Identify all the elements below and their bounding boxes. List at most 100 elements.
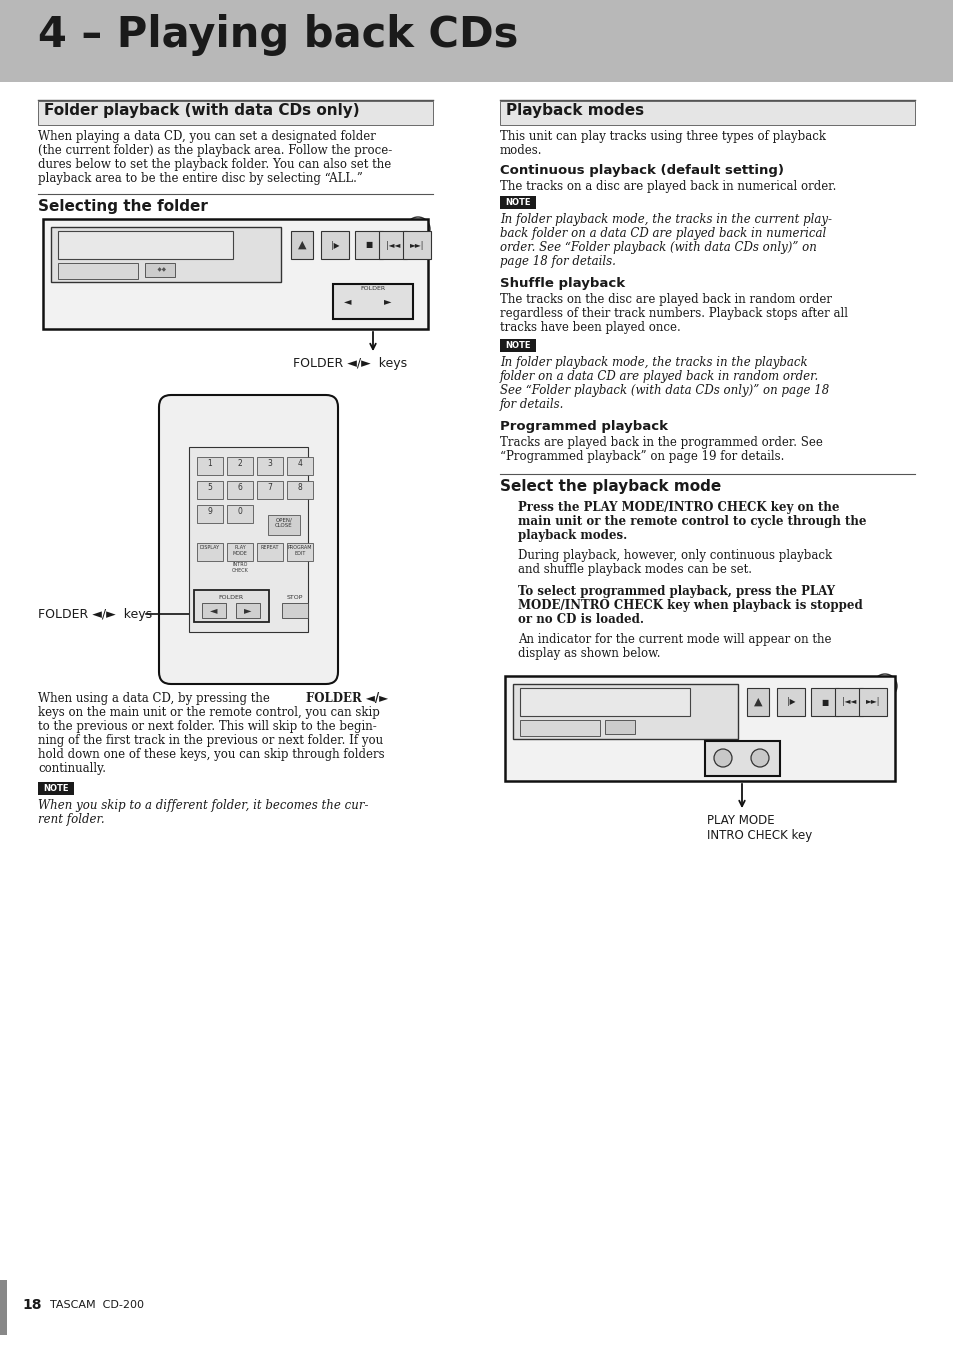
Circle shape — [596, 752, 614, 769]
Text: FOLDER: FOLDER — [360, 285, 385, 290]
Text: Continuous playback (default setting): Continuous playback (default setting) — [499, 163, 783, 177]
Text: An indicator for the current mode will appear on the: An indicator for the current mode will a… — [517, 633, 831, 647]
Text: rent folder.: rent folder. — [38, 813, 105, 826]
Text: ►►|: ►►| — [410, 240, 424, 250]
Text: 8: 8 — [297, 483, 302, 491]
Text: TASCAM  CD-200: TASCAM CD-200 — [50, 1300, 144, 1310]
Text: NOTE: NOTE — [505, 198, 530, 207]
Text: Press the PLAY MODE/INTRO CHECK key on the: Press the PLAY MODE/INTRO CHECK key on t… — [517, 501, 839, 514]
Text: PLAY MODE
INTRO CHECK key: PLAY MODE INTRO CHECK key — [706, 814, 811, 842]
Text: 5: 5 — [208, 483, 213, 491]
Text: playback modes.: playback modes. — [517, 529, 626, 541]
Circle shape — [560, 752, 578, 769]
Bar — [519, 720, 599, 736]
Circle shape — [298, 296, 316, 313]
Text: ▲: ▲ — [297, 240, 306, 250]
Bar — [58, 263, 138, 279]
Bar — [202, 603, 226, 618]
Text: PLAY
MODE: PLAY MODE — [233, 545, 247, 556]
Text: ►: ► — [244, 605, 252, 616]
Circle shape — [133, 296, 152, 313]
Text: 6: 6 — [237, 483, 242, 491]
Bar — [402, 231, 431, 259]
Bar — [282, 603, 308, 618]
Circle shape — [785, 752, 803, 769]
Bar — [0, 1280, 7, 1335]
Text: main unit or the remote control to cycle through the: main unit or the remote control to cycle… — [517, 514, 865, 528]
Circle shape — [750, 749, 768, 767]
Bar — [355, 231, 382, 259]
Bar — [256, 543, 283, 562]
Bar — [499, 196, 536, 209]
Text: |◄◄: |◄◄ — [841, 698, 855, 706]
Circle shape — [338, 292, 356, 311]
Bar — [196, 505, 223, 522]
Text: The tracks on the disc are played back in random order: The tracks on the disc are played back i… — [499, 293, 831, 306]
Circle shape — [99, 296, 117, 313]
Bar — [834, 688, 862, 716]
Bar — [227, 481, 253, 500]
Text: When using a data CD, by pressing the: When using a data CD, by pressing the — [38, 693, 274, 705]
Circle shape — [64, 296, 82, 313]
Text: In folder playback mode, the tracks in the playback: In folder playback mode, the tracks in t… — [499, 356, 807, 369]
Text: Tracks are played back in the programmed order. See: Tracks are played back in the programmed… — [499, 436, 822, 450]
Text: PROGRAM
EDIT: PROGRAM EDIT — [288, 545, 312, 556]
Bar — [333, 284, 413, 319]
Text: INTRO
CHECK: INTRO CHECK — [232, 562, 248, 572]
Bar — [378, 231, 407, 259]
Bar — [519, 688, 689, 716]
Bar — [196, 458, 223, 475]
Bar — [776, 688, 804, 716]
Bar — [43, 219, 428, 329]
Text: ◄: ◄ — [344, 296, 352, 306]
Text: back folder on a data CD are played back in numerical: back folder on a data CD are played back… — [499, 227, 825, 240]
Text: This unit can play tracks using three types of playback: This unit can play tracks using three ty… — [499, 130, 825, 143]
Text: 3: 3 — [267, 459, 273, 468]
Bar — [858, 688, 886, 716]
Text: ◆◆: ◆◆ — [153, 267, 166, 273]
Text: and shuffle playback modes can be set.: and shuffle playback modes can be set. — [517, 563, 751, 576]
Text: |▶: |▶ — [331, 240, 339, 250]
Text: FOLDER: FOLDER — [218, 595, 243, 599]
Text: modes.: modes. — [499, 144, 542, 157]
Text: The tracks on a disc are played back in numerical order.: The tracks on a disc are played back in … — [499, 180, 836, 193]
Text: (the current folder) as the playback area. Follow the proce-: (the current folder) as the playback are… — [38, 144, 392, 157]
Text: When playing a data CD, you can set a designated folder: When playing a data CD, you can set a de… — [38, 130, 375, 143]
Text: 18: 18 — [22, 1297, 42, 1312]
Bar — [227, 458, 253, 475]
Text: folder on a data CD are played back in random order.: folder on a data CD are played back in r… — [499, 370, 819, 383]
Bar — [287, 543, 313, 562]
Bar — [499, 101, 914, 126]
Text: To select programmed playback, press the PLAY: To select programmed playback, press the… — [517, 585, 834, 598]
Text: dures below to set the playback folder. You can also set the: dures below to set the playback folder. … — [38, 158, 391, 171]
FancyBboxPatch shape — [159, 396, 337, 684]
Bar — [604, 720, 635, 734]
Text: continually.: continually. — [38, 761, 106, 775]
Text: FOLDER ◄/►  keys: FOLDER ◄/► keys — [38, 608, 152, 621]
Bar — [227, 543, 253, 562]
Text: During playback, however, only continuous playback: During playback, however, only continuou… — [517, 549, 831, 562]
Bar — [145, 263, 174, 277]
Text: MODE/INTRO CHECK key when playback is stopped: MODE/INTRO CHECK key when playback is st… — [517, 599, 862, 612]
Bar — [51, 227, 281, 282]
Bar — [499, 339, 536, 352]
Text: STOP: STOP — [287, 595, 303, 599]
Text: REPEAT: REPEAT — [260, 545, 279, 549]
Text: 7: 7 — [267, 483, 273, 491]
Text: NOTE: NOTE — [43, 784, 69, 792]
Bar — [320, 231, 349, 259]
Circle shape — [755, 752, 773, 769]
Bar — [58, 231, 233, 259]
Text: “Programmed playback” on page 19 for details.: “Programmed playback” on page 19 for det… — [499, 450, 783, 463]
Bar — [38, 782, 74, 795]
Bar — [235, 603, 260, 618]
Text: |◄◄: |◄◄ — [385, 240, 399, 250]
Bar — [193, 590, 269, 622]
Bar — [196, 543, 223, 562]
Text: ▲: ▲ — [753, 697, 761, 707]
Text: 1: 1 — [208, 459, 213, 468]
Text: ning of the first track in the previous or next folder. If you: ning of the first track in the previous … — [38, 734, 383, 747]
Text: 0: 0 — [237, 508, 242, 516]
Text: ►►|: ►►| — [865, 698, 880, 706]
Bar — [38, 101, 433, 126]
